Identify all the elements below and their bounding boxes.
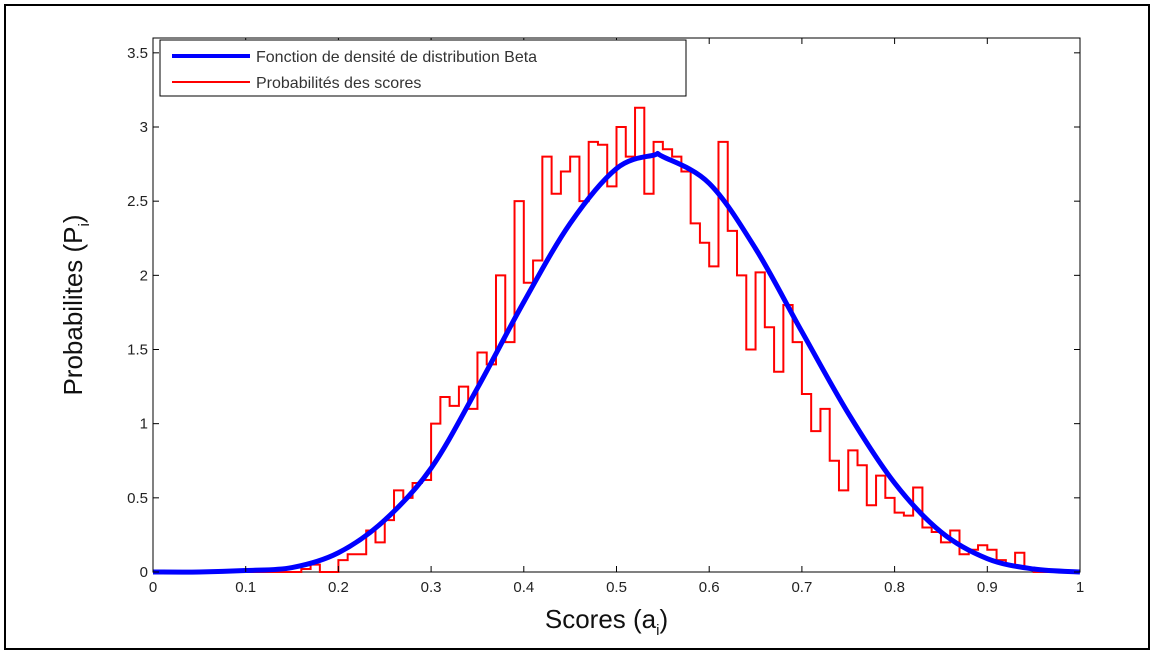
y-tick-label: 3 (140, 119, 148, 136)
y-axis-title-subscript: i (76, 223, 93, 226)
y-axis-title: Probabilites (Pi) (58, 214, 93, 395)
x-tick-label: 0.6 (699, 579, 720, 596)
x-tick-label: 0.3 (421, 579, 442, 596)
legend-label-scores: Probabilités des scores (256, 75, 421, 92)
x-axis-title-close: ) (659, 604, 668, 634)
y-tick-label: 2 (140, 267, 148, 284)
x-tick-label: 0.9 (977, 579, 998, 596)
legend: Fonction de densité de distribution Beta… (159, 39, 687, 97)
y-tick-label: 3.5 (127, 45, 148, 62)
x-tick-label: 0.7 (791, 579, 812, 596)
y-tick-label: 1 (140, 416, 148, 433)
y-axis-title-main: Probabilites (P (58, 226, 88, 395)
x-axis-title-main: Scores (a (545, 604, 657, 634)
plot-area (152, 37, 1081, 573)
series-probabilites-des-scores (153, 106, 1080, 573)
series-beta-density (152, 150, 1081, 575)
x-tick-label: 0.5 (606, 579, 627, 596)
x-tick-label: 0.2 (328, 579, 349, 596)
y-tick-label: 0.5 (127, 490, 148, 507)
y-axis-title-close: ) (58, 214, 88, 223)
x-tick-label: 0.8 (884, 579, 905, 596)
y-tick-label: 2.5 (127, 193, 148, 210)
x-axis-title-subscript: i (656, 622, 659, 639)
y-tick-label: 0 (140, 564, 148, 581)
legend-box (159, 39, 687, 97)
y-tick-label: 1.5 (127, 342, 148, 359)
x-tick-label: 1 (1076, 579, 1084, 596)
x-tick-label: 0.4 (513, 579, 534, 596)
x-tick-label: 0.1 (235, 579, 256, 596)
x-axis-title: Scores (ai) (545, 604, 668, 639)
x-tick-label: 0 (149, 579, 157, 596)
legend-label-beta: Fonction de densité de distribution Beta (256, 49, 537, 66)
